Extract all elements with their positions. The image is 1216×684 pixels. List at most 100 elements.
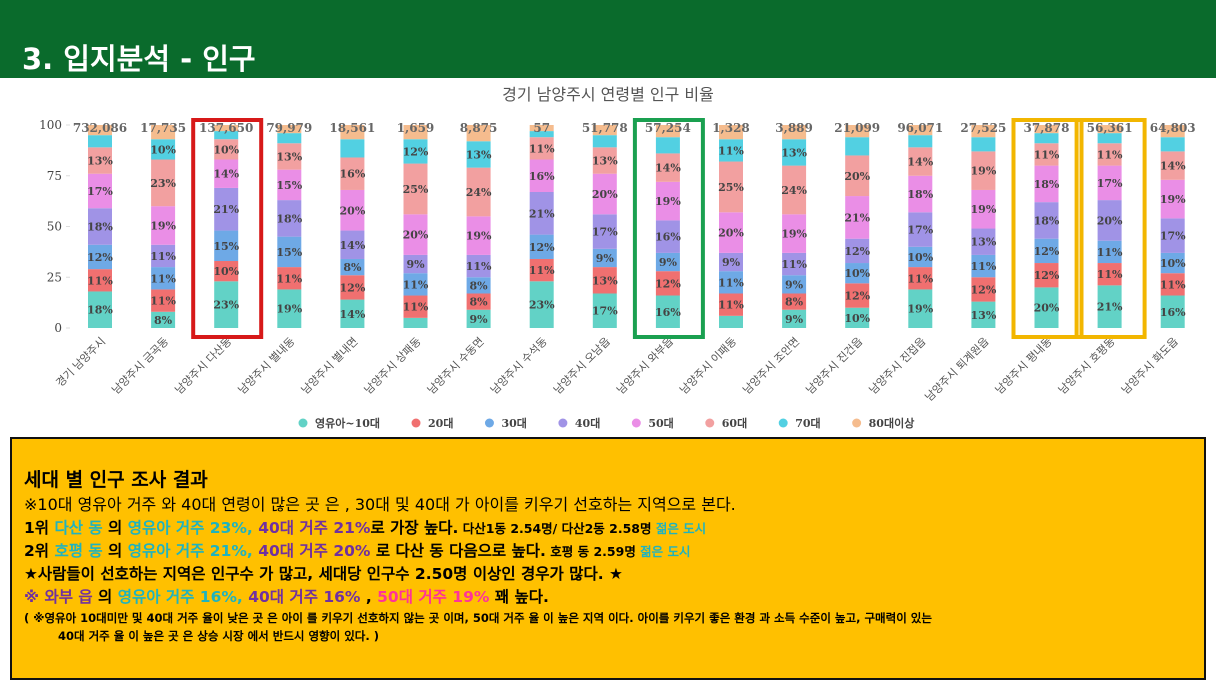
bar-segment <box>1034 143 1059 166</box>
segment-label: 9% <box>722 256 741 269</box>
bar-segment <box>1160 252 1185 274</box>
bar-segment <box>340 139 365 158</box>
bar-segment <box>782 165 807 215</box>
bar-segment <box>971 301 996 328</box>
text-span: 호평 동 2.59명 <box>545 544 641 559</box>
segment-label: 13% <box>276 150 302 163</box>
segment-label: 11% <box>529 264 555 277</box>
segment-label: 15% <box>213 240 239 253</box>
bar-segment <box>1097 143 1122 166</box>
segment-label: 11% <box>1034 148 1060 161</box>
bar-segment <box>466 309 491 328</box>
segment-label: 19% <box>907 303 933 316</box>
bar-segment <box>845 307 870 328</box>
bar-segment <box>845 137 870 156</box>
bar-segment <box>782 309 807 328</box>
bar-segment <box>908 135 933 148</box>
segment-label: 24% <box>781 184 807 197</box>
segment-label: 20% <box>1097 214 1123 227</box>
bar-segment <box>1034 202 1059 239</box>
text-span: , <box>360 588 378 606</box>
bar-segment <box>592 214 617 249</box>
legend-swatch <box>852 418 862 428</box>
text-span: 젊은 도시 <box>640 544 691 559</box>
bar-segment <box>971 189 996 229</box>
bar-segment <box>1160 273 1185 296</box>
segment-label: 18% <box>87 304 113 317</box>
total-label: 79,979 <box>266 121 312 135</box>
segment-label: 10% <box>213 143 239 156</box>
bar-segment <box>655 181 680 221</box>
segment-label: 9% <box>406 258 425 271</box>
x-tick-label: 남양주시 진건읍 <box>804 335 866 397</box>
bar-segment <box>908 212 933 247</box>
segment-label: 21% <box>529 207 555 220</box>
segment-label: 18% <box>1034 214 1060 227</box>
bar-segment <box>655 220 680 253</box>
segment-label: 16% <box>1160 306 1186 319</box>
legend-label: 영유아~10대 <box>315 416 380 430</box>
text-span: 의 <box>92 588 118 606</box>
segment-label: 15% <box>276 246 302 259</box>
bar-segment <box>845 238 870 264</box>
bar-segment <box>719 271 743 294</box>
bar-segment <box>908 125 933 136</box>
summary-box: 세대 별 인구 조사 결과 ※10대 영유아 거주 와 40대 연령이 많은 곳… <box>10 437 1206 680</box>
segment-label: 25% <box>403 183 429 196</box>
x-tick-label: 남양주시 다산동 <box>173 335 235 397</box>
bar-segment <box>151 159 176 207</box>
bar-segment <box>592 173 617 215</box>
segment-label: 10% <box>213 265 239 278</box>
segment-label: 23% <box>150 177 176 190</box>
text-span: ※ 와부 읍 <box>24 588 93 606</box>
segment-label: 11% <box>781 258 807 271</box>
segment-label: 11% <box>718 299 744 312</box>
bar-segment <box>1097 240 1122 264</box>
segment-label: 8% <box>785 296 804 309</box>
segment-label: 12% <box>844 245 870 258</box>
segment-label: 8% <box>470 296 489 309</box>
segment-label: 20% <box>592 188 618 201</box>
text-span: 호평 동 <box>54 542 103 560</box>
segment-label: 19% <box>276 303 302 316</box>
x-tick-label: 남양주시 오남읍 <box>551 335 613 397</box>
x-tick-label: 남양주시 상패동 <box>362 335 424 397</box>
bar-segment <box>466 141 491 168</box>
bar-segment <box>214 139 239 160</box>
segment-label: 10% <box>150 143 176 156</box>
bar-segment <box>340 157 365 190</box>
segment-label: 20% <box>403 229 429 242</box>
bar-segment <box>277 267 302 290</box>
segment-label: 14% <box>1160 160 1186 173</box>
bar-segment <box>719 252 743 272</box>
segment-label: 20% <box>718 227 744 240</box>
segment-label: 20% <box>844 170 870 183</box>
bar-segment <box>277 289 302 328</box>
total-label: 3,889 <box>775 121 813 135</box>
segment-label: 13% <box>971 309 997 322</box>
segment-label: 14% <box>213 168 239 181</box>
bar-segment <box>277 125 302 134</box>
x-tick-label: 남양주시 이패동 <box>677 335 739 397</box>
y-tick-label: 75 <box>47 169 62 183</box>
bar-segment <box>1160 218 1185 253</box>
text-span: ( ※영유아 10대미만 및 40대 거주 율이 낮은 곳 은 아이 를 키우기… <box>24 611 932 625</box>
bar-segment <box>908 175 933 213</box>
segment-label: 12% <box>971 283 997 296</box>
segment-label: 13% <box>466 148 492 161</box>
segment-label: 11% <box>1097 246 1123 259</box>
x-tick-label: 남양주시 조안면 <box>740 335 802 397</box>
bar-segment <box>655 271 680 296</box>
bar-segment <box>529 281 554 328</box>
bar-segment <box>782 252 807 276</box>
total-label: 8,875 <box>460 121 498 135</box>
x-tick-label: 남양주시 와부읍 <box>614 335 676 397</box>
bar-segment <box>529 137 554 160</box>
bar-segment <box>214 131 239 140</box>
segment-label: 11% <box>718 144 744 157</box>
bar-segment <box>88 125 112 136</box>
bar-segment <box>971 254 996 278</box>
bar-segment <box>340 125 365 140</box>
x-tick-label: 남양주시 별내면 <box>299 335 361 397</box>
